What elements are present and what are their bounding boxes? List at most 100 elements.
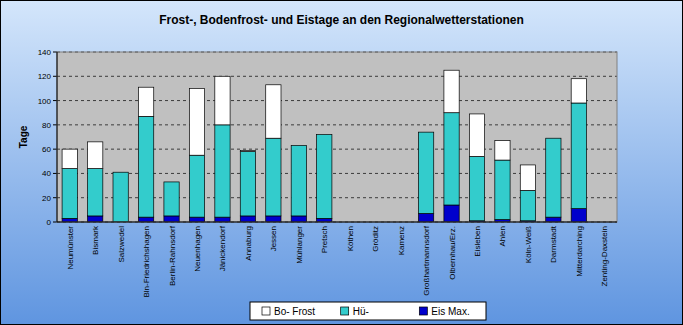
category-label: Salzwedel	[117, 226, 126, 263]
category-label: Berlin-Rahnsdorf	[168, 225, 177, 286]
legend-label: Eis Max.	[431, 306, 469, 317]
chart: Frost-, Bodenfrost- und Eistage an den R…	[0, 0, 683, 325]
bar	[444, 205, 459, 222]
grid-line	[57, 222, 617, 223]
tick	[53, 222, 57, 223]
category-label: Eisleben	[473, 226, 482, 257]
category-label: Mühlanger	[295, 226, 304, 264]
category-label: Neumünster	[66, 226, 75, 270]
tick-label: 60	[42, 145, 51, 154]
bar	[495, 160, 510, 220]
bar	[291, 145, 306, 146]
tick-label: 0	[47, 218, 52, 227]
bar	[418, 214, 433, 223]
tick	[53, 100, 57, 101]
bar	[113, 172, 128, 173]
category-label: Gröditz	[371, 226, 380, 252]
bar	[418, 132, 433, 133]
legend-swatch	[341, 307, 349, 315]
category-label: Jessen	[269, 226, 278, 251]
category-label: Großhartmannsdorf	[422, 225, 431, 296]
category-label: Neuenhagen	[193, 226, 202, 272]
bar	[189, 217, 204, 222]
bar	[266, 85, 281, 138]
bar	[138, 217, 153, 222]
bar	[215, 76, 230, 125]
tick-label: 80	[42, 121, 51, 130]
category-label: Pretsch	[320, 226, 329, 253]
tick-label: 100	[38, 97, 52, 106]
bar	[291, 146, 306, 216]
bar	[571, 103, 586, 209]
bar	[444, 70, 459, 113]
bar	[240, 216, 255, 222]
bar	[88, 216, 103, 222]
bar	[317, 218, 332, 222]
bar	[495, 141, 510, 160]
bar	[546, 138, 561, 217]
bar	[571, 79, 586, 103]
tick	[53, 52, 57, 53]
bar	[546, 138, 561, 139]
category-label: Kamenz	[397, 226, 406, 255]
bar	[317, 135, 332, 219]
bar	[469, 156, 484, 220]
tick	[53, 149, 57, 150]
bar	[469, 114, 484, 157]
bar	[317, 134, 332, 135]
tick	[53, 173, 57, 174]
legend-swatch	[262, 307, 270, 315]
category-label: Jänickendorf	[218, 225, 227, 271]
category-label: Köthen	[346, 226, 355, 251]
x-axis	[57, 222, 617, 223]
category-label: Zenting-Daxstein	[600, 226, 609, 286]
bar	[520, 190, 535, 220]
bar	[215, 217, 230, 222]
bar	[240, 150, 255, 151]
tick-label: 40	[42, 169, 51, 178]
bar	[546, 217, 561, 222]
bar	[88, 169, 103, 216]
bar	[62, 169, 77, 219]
category-label: Darmstadt	[549, 225, 558, 263]
category-label: Bln-Friedrichshagen	[142, 226, 151, 298]
bar	[88, 142, 103, 169]
legend	[250, 302, 486, 320]
bar	[418, 132, 433, 213]
bar	[62, 149, 77, 168]
bar	[62, 218, 77, 222]
bar	[215, 125, 230, 217]
background	[1, 1, 683, 325]
tick	[53, 124, 57, 125]
bar	[240, 152, 255, 216]
title: Frost-, Bodenfrost- und Eistage an den R…	[159, 13, 524, 27]
bar	[266, 138, 281, 216]
bar	[164, 182, 179, 216]
axis-label: Tage	[18, 125, 29, 148]
category-label: Köln-Weiß	[524, 226, 533, 263]
bar	[138, 116, 153, 217]
bar	[520, 165, 535, 191]
category-label: Mitterdarching	[575, 226, 584, 277]
bars	[62, 70, 586, 222]
tick-label: 140	[38, 48, 52, 57]
tick-label: 20	[42, 194, 51, 203]
category-label: Annaburg	[244, 226, 253, 261]
legend-label: Bo- Frost	[274, 306, 315, 317]
bar	[138, 87, 153, 116]
plot-frame	[57, 52, 617, 222]
category-label: Bismark	[91, 225, 100, 255]
category-label: Ahlen	[498, 226, 507, 246]
tick	[53, 197, 57, 198]
tick-label: 120	[38, 72, 52, 81]
bar	[291, 216, 306, 222]
bar	[189, 88, 204, 155]
legend-label: Hü-	[353, 306, 369, 317]
tick	[53, 76, 57, 77]
legend-swatch	[419, 307, 427, 315]
bar	[164, 181, 179, 182]
category-label: Olbernhau/Erz.	[448, 226, 457, 280]
bar	[266, 216, 281, 222]
grid-line	[57, 76, 617, 77]
plot-area	[57, 52, 617, 222]
